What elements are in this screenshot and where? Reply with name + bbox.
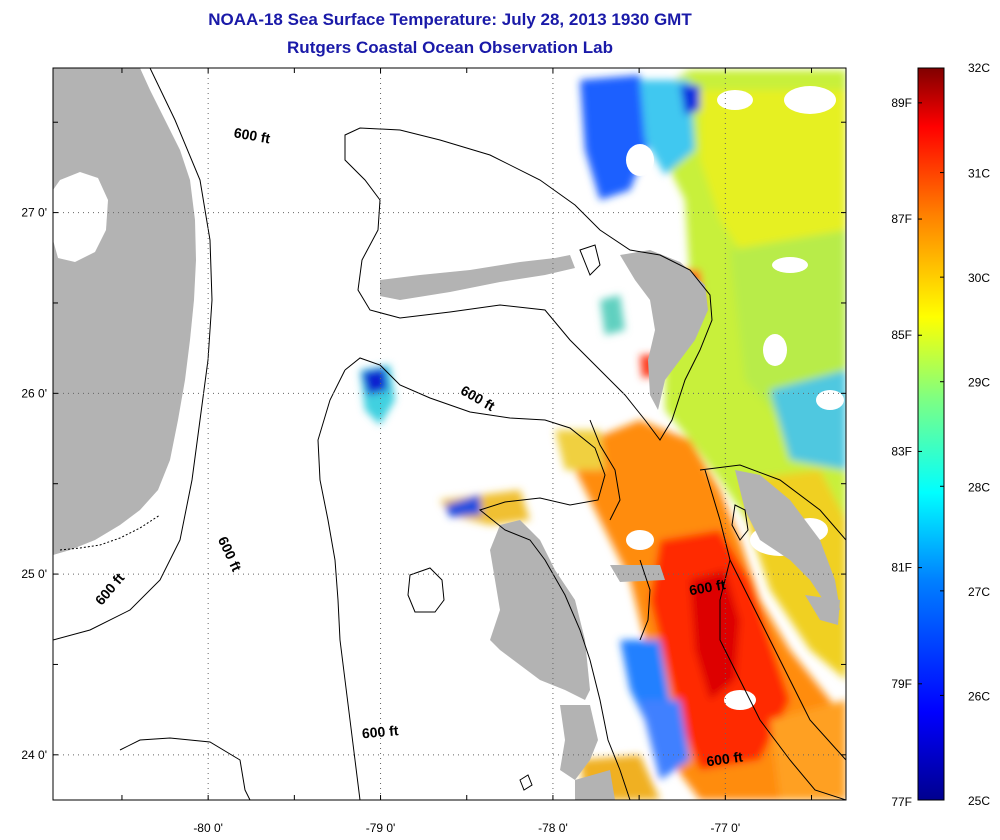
colorbar-celsius-label: 26C — [968, 689, 990, 703]
lat-tick-label: 26 0' — [21, 386, 47, 400]
graticule — [53, 68, 846, 800]
colorbar-celsius-label: 31C — [968, 167, 990, 181]
colorbar-fahrenheit-label: 77F — [891, 795, 912, 809]
map-frame — [52, 67, 847, 801]
isobath-label: 600 ft — [688, 576, 727, 598]
isobath-label: 600 ft — [361, 722, 399, 741]
colorbar-fahrenheit-label: 83F — [891, 444, 912, 458]
colorbar-celsius-label: 29C — [968, 376, 990, 390]
colorbar-fahrenheit-label: 89F — [891, 96, 912, 110]
lat-tick-label: 25 0' — [21, 567, 47, 581]
andros-land — [490, 520, 590, 700]
colorbar-fahrenheit-label: 81F — [891, 561, 912, 575]
colorbar-fahrenheit-label: 85F — [891, 328, 912, 342]
lake-okeechobee — [53, 172, 108, 262]
lon-tick-label: -80 0' — [193, 821, 223, 835]
eleuthera-land — [735, 470, 840, 610]
axis-labels: -80 0' -79 0' -78 0' -77 0' 27 0' 26 0' 25 0' 2… — [21, 206, 740, 835]
isobath-label: 600 ft — [92, 570, 128, 609]
colorbar-celsius-label: 25C — [968, 794, 990, 808]
florida-land — [53, 68, 196, 555]
sst-imagery — [360, 70, 846, 800]
lon-tick-label: -77 0' — [710, 821, 740, 835]
colorbar-fahrenheit-label: 79F — [891, 677, 912, 691]
colorbar: 32C 31C 30C 29C 28C 27C 26C 25C 89F 87F 85F 83F 81F 7… — [891, 61, 990, 809]
land — [53, 68, 840, 800]
isobath-label: 600 ft — [705, 748, 744, 769]
colorbar-celsius-label: 30C — [968, 271, 990, 285]
map-title: NOAA-18 Sea Surface Temperature: July 28… — [208, 10, 692, 29]
lat-tick-label: 27 0' — [21, 206, 47, 220]
grand-bahama-land — [380, 255, 575, 300]
lon-tick-label: -79 0' — [366, 821, 396, 835]
isobath-label: 600 ft — [233, 124, 272, 146]
colorbar-scale — [917, 67, 945, 801]
colorbar-celsius-label: 32C — [968, 61, 990, 75]
map-subtitle: Rutgers Coastal Ocean Observation Lab — [287, 38, 613, 57]
lat-tick-label: 24 0' — [21, 748, 47, 762]
lon-tick-label: -78 0' — [538, 821, 568, 835]
axis-ticks — [53, 68, 846, 800]
colorbar-celsius-label: 27C — [968, 585, 990, 599]
colorbar-fahrenheit-label: 87F — [891, 212, 912, 226]
abaco-land — [620, 250, 708, 410]
isobath-label: 600 ft — [215, 534, 245, 574]
isobath-contours — [53, 68, 846, 800]
colorbar-celsius-label: 28C — [968, 480, 990, 494]
